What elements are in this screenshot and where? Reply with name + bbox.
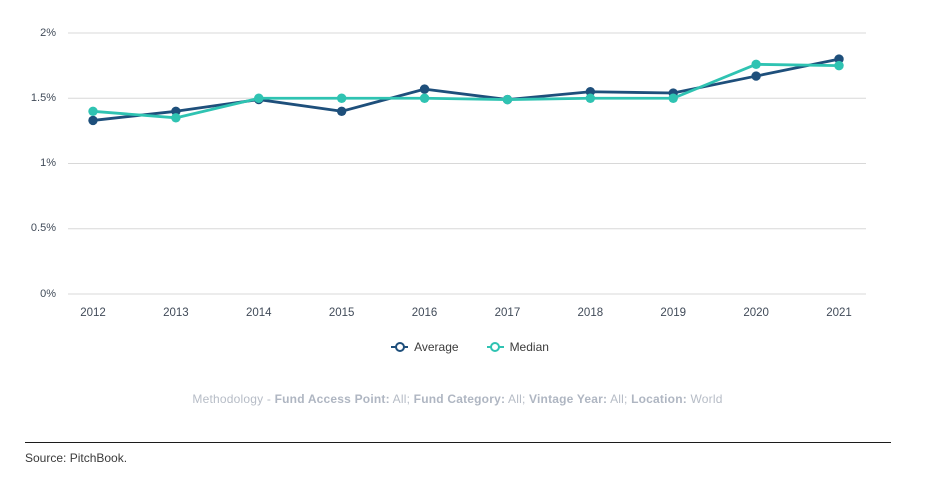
data-point-average: [171, 106, 181, 117]
x-axis-tick-label: 2015: [328, 307, 355, 319]
x-axis-tick-label: 2013: [163, 307, 189, 319]
methodology-field-name: Fund Access Point:: [274, 392, 390, 406]
y-axis-tick-label: 1%: [40, 157, 56, 169]
series-line-average: [91, 57, 841, 122]
x-axis-tick-label: 2014: [245, 307, 272, 319]
x-axis-tick-label: 2021: [826, 307, 852, 319]
data-point-median: [585, 93, 596, 103]
legend-label: Average: [414, 340, 459, 354]
data-point-median: [88, 106, 98, 117]
methodology-text: Methodology -: [192, 392, 275, 406]
divider-line: [25, 442, 891, 443]
data-point-median: [502, 94, 513, 105]
legend-marker-icon: [391, 342, 409, 353]
data-point-median: [668, 93, 678, 103]
plot-area: [68, 32, 866, 295]
y-axis-tick-label: 0.5%: [30, 222, 56, 235]
methodology-note: Methodology - Fund Access Point: All; Fu…: [25, 392, 890, 407]
data-point-average: [88, 115, 98, 126]
methodology-text: All;: [607, 392, 632, 406]
data-point-average: [419, 84, 430, 94]
legend-item-median[interactable]: Median: [486, 340, 549, 354]
methodology-text: All;: [505, 392, 530, 406]
source-note: Source: PitchBook.: [25, 451, 127, 466]
data-point-median: [834, 60, 844, 71]
series-line-median: [91, 62, 841, 120]
data-point-average: [751, 71, 761, 81]
methodology-text: World: [686, 392, 723, 406]
y-axis-tick-label: 0%: [40, 287, 56, 300]
y-axis-tick-label: 2%: [40, 26, 56, 39]
methodology-text: All;: [389, 392, 414, 406]
data-point-average: [585, 87, 596, 97]
data-point-average: [336, 106, 347, 117]
data-point-average: [834, 54, 844, 64]
data-point-median: [419, 93, 430, 103]
data-point-median: [336, 93, 347, 103]
chart-legend: Average Median: [0, 339, 940, 355]
legend-label: Median: [509, 340, 549, 354]
x-axis-tick-label: 2019: [660, 307, 687, 319]
methodology-field-name: Fund Category:: [413, 392, 506, 406]
x-axis-tick-label: 2020: [743, 307, 769, 319]
x-axis-tick-label: 2018: [577, 307, 604, 319]
data-point-median: [254, 93, 264, 103]
y-axis-tick-label: 1.5%: [30, 91, 56, 104]
data-point-median: [751, 59, 761, 70]
methodology-field-name: Location:: [631, 392, 687, 406]
x-axis-tick-label: 2016: [411, 307, 438, 319]
x-axis-tick-label: 2012: [80, 307, 106, 319]
legend-item-average[interactable]: Average: [391, 340, 459, 354]
methodology-field-name: Vintage Year:: [529, 392, 608, 406]
source-text: Source: PitchBook.: [25, 451, 128, 465]
legend-marker-icon: [486, 342, 504, 353]
data-point-median: [171, 113, 181, 123]
x-axis-tick-label: 2017: [494, 307, 521, 319]
